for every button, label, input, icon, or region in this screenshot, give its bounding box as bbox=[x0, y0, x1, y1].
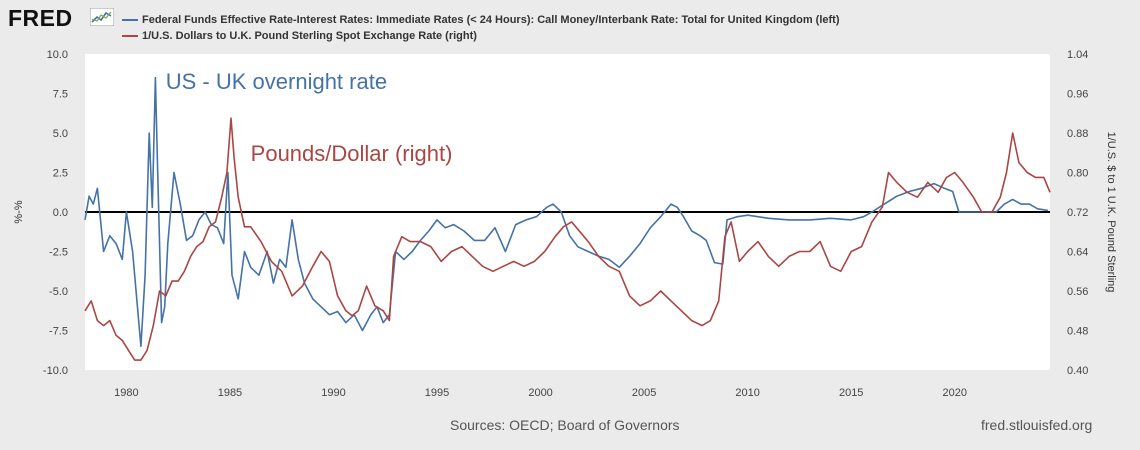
x-axis-tick-label: 1990 bbox=[321, 387, 345, 399]
x-axis-tick-label: 2005 bbox=[632, 387, 656, 399]
right-axis-tick-label: 0.64 bbox=[1067, 247, 1088, 259]
x-axis-tick-label: 2015 bbox=[839, 387, 863, 399]
legend-swatch bbox=[122, 19, 138, 21]
x-axis-tick-label: 2010 bbox=[735, 387, 759, 399]
x-axis-tick-label: 1995 bbox=[425, 387, 449, 399]
sources-text: Sources: OECD; Board of Governors bbox=[450, 417, 680, 433]
right-axis-ticks: 1.04 0.96 0.88 0.80 0.72 0.64 0.56 0.48 0.40 bbox=[1067, 49, 1088, 377]
x-axis-tick-label: 1980 bbox=[114, 387, 138, 399]
right-axis-tick-label: 0.56 bbox=[1067, 286, 1088, 298]
left-axis-tick-label: -2.5 bbox=[49, 247, 68, 259]
series-line-pounds-dollar bbox=[84, 117, 1051, 361]
x-axis-tick-label: 2000 bbox=[528, 387, 552, 399]
annotation-pounds-dollar: Pounds/Dollar (right) bbox=[251, 141, 453, 166]
x-axis-tick-label: 2020 bbox=[943, 387, 967, 399]
legend-item-right-series[interactable]: 1/U.S. Dollars to U.K. Pound Sterling Sp… bbox=[122, 28, 840, 44]
left-axis-tick-label: 10.0 bbox=[47, 49, 68, 61]
right-axis-tick-label: 0.72 bbox=[1067, 207, 1088, 219]
legend-label: 1/U.S. Dollars to U.K. Pound Sterling Sp… bbox=[142, 30, 477, 42]
legend-item-left-series[interactable]: Federal Funds Effective Rate-Interest Ra… bbox=[122, 12, 840, 28]
legend-swatch bbox=[122, 35, 138, 37]
right-axis-tick-label: 0.80 bbox=[1067, 168, 1088, 180]
x-axis-tick-label: 1985 bbox=[218, 387, 242, 399]
right-axis-tick-label: 0.40 bbox=[1067, 365, 1088, 377]
left-axis-ticks: 10.0 7.5 5.0 2.5 0.0 -2.5 -5.0 -7.5 -10.0 bbox=[43, 49, 68, 377]
left-axis-tick-label: 7.5 bbox=[53, 89, 68, 101]
right-axis-tick-label: 0.88 bbox=[1067, 128, 1088, 140]
series-line-overnight-rate bbox=[84, 76, 1049, 348]
left-axis-tick-label: 0.0 bbox=[53, 207, 68, 219]
left-axis-tick-label: -5.0 bbox=[49, 286, 68, 298]
fred-logo[interactable]: FRED bbox=[8, 5, 73, 31]
right-axis-tick-label: 0.48 bbox=[1067, 326, 1088, 338]
x-axis-ticks: 1980 1985 1990 1995 2000 2005 2010 2015 2020 bbox=[114, 387, 967, 399]
left-axis-title: %-% bbox=[13, 200, 25, 223]
left-axis-tick-label: -10.0 bbox=[43, 365, 68, 377]
series-lines bbox=[84, 76, 1051, 361]
chart-header: FRED Federal Funds Effective Rate-Intere… bbox=[0, 0, 1140, 48]
site-link[interactable]: fred.stlouisfed.org bbox=[981, 417, 1093, 433]
right-axis-title: 1/U.S. $ to 1 U.K. Pound Sterling bbox=[1105, 132, 1117, 293]
left-axis-tick-label: 2.5 bbox=[53, 168, 68, 180]
left-axis-tick-label: 5.0 bbox=[53, 128, 68, 140]
right-axis-tick-label: 1.04 bbox=[1067, 49, 1088, 61]
right-axis-tick-label: 0.96 bbox=[1067, 89, 1088, 101]
left-axis-tick-label: -7.5 bbox=[49, 326, 68, 338]
legend-label: Federal Funds Effective Rate-Interest Ra… bbox=[142, 14, 840, 26]
annotation-overnight-rate: US - UK overnight rate bbox=[166, 69, 387, 94]
chart-legend: Federal Funds Effective Rate-Interest Ra… bbox=[122, 12, 840, 44]
